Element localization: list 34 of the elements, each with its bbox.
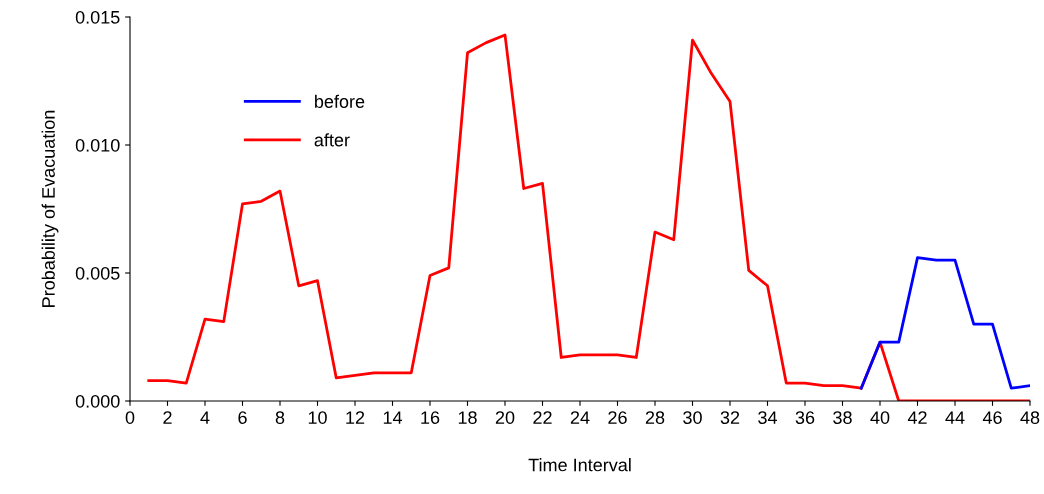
x-tick-label: 26 [608,411,627,424]
x-tick-label: 16 [421,411,440,424]
x-tick-label: 44 [945,411,965,424]
x-tick-label: 8 [275,411,285,424]
x-tick-label: 10 [308,411,327,424]
x-tick-label: 0 [125,411,135,424]
x-tick-label: 48 [1020,411,1040,424]
x-tick-label: 30 [683,411,702,424]
x-tick-label: 40 [870,411,890,424]
x-tick-label: 28 [645,411,665,424]
x-tick-label: 6 [238,411,247,424]
x-tick-label: 46 [982,411,1002,424]
x-tick-label: 4 [200,411,210,424]
legend-label: before [315,94,365,108]
x-tick-label: 14 [383,411,403,424]
x-tick-label: 32 [720,411,740,424]
x-axis-title: Time Interval [528,458,631,472]
x-tick-label: 22 [533,411,552,424]
x-tick-label: 24 [570,411,590,424]
y-axis-title: Probability of Evacuation [41,110,59,307]
x-tick-label: 42 [907,411,927,424]
line-series [859,256,1030,390]
y-tick-label: 0.000 [75,394,120,408]
y-tick-label: 0.015 [75,10,120,24]
x-tick-label: 36 [795,411,815,424]
y-tick-label: 0.010 [75,138,120,152]
x-tick-label: 12 [346,411,365,424]
x-tick-label: 38 [833,411,852,424]
x-tick-label: 34 [758,411,778,424]
x-tick-label: 2 [163,411,172,424]
x-tick-label: 18 [458,411,477,424]
legend-label: after [314,133,350,147]
x-tick-label: 20 [495,411,515,424]
y-tick-label: 0.005 [75,266,120,280]
